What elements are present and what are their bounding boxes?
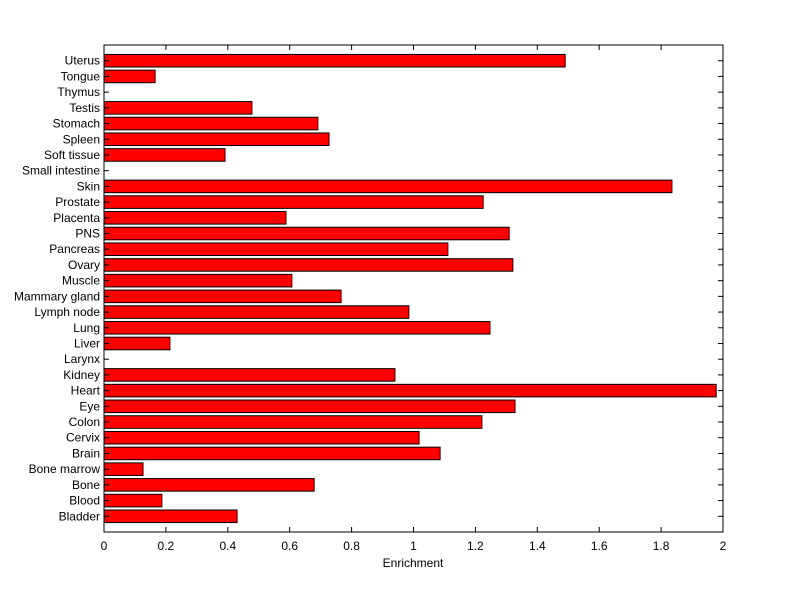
x-tick-label: 0.2 [158, 539, 175, 553]
bar-lymph-node [103, 305, 410, 319]
bar-spleen [103, 132, 330, 147]
y-tick-label: Bone [72, 478, 100, 492]
bar-brain [103, 446, 441, 461]
y-tick-label: Ovary [68, 258, 100, 272]
x-tick-label: 1.2 [467, 539, 484, 553]
bar-bladder [103, 509, 238, 524]
bar-kidney [103, 368, 396, 382]
bar-testis [103, 101, 253, 115]
x-tick-label: 0 [101, 539, 108, 553]
y-tick-label: Larynx [64, 352, 100, 366]
x-tick-label: 2 [720, 539, 727, 553]
y-tick-label: Blood [69, 494, 100, 508]
y-tick-label: Eye [79, 399, 100, 413]
bar-bone-marrow [103, 462, 144, 476]
bar-skin [103, 179, 673, 194]
bar-pancreas [103, 242, 449, 257]
bar-soft-tissue [103, 148, 226, 162]
x-tick-label: 0.4 [219, 539, 236, 553]
y-tick-label: Thymus [57, 85, 100, 99]
bar-placenta [103, 211, 287, 225]
y-tick-label: Muscle [62, 274, 100, 288]
y-tick-label: Bladder [59, 509, 100, 523]
y-tick-label: PNS [75, 227, 100, 241]
y-tick-label: Small intestine [22, 164, 100, 178]
bar-colon [103, 415, 483, 429]
bar-stomach [103, 116, 319, 131]
y-tick-label: Placenta [53, 211, 100, 225]
y-tick-label: Heart [71, 384, 101, 398]
x-axis-label: Enrichment [383, 556, 444, 570]
y-tick-label: Colon [69, 415, 100, 429]
bar-heart [103, 383, 717, 398]
x-tick-label: 1.6 [591, 539, 608, 553]
y-tick-label: Pancreas [49, 242, 100, 256]
y-tick-label: Mammary gland [14, 289, 100, 303]
y-tick-label: Liver [74, 336, 100, 350]
x-tick-label: 1.8 [653, 539, 670, 553]
y-tick-label: Tongue [61, 69, 101, 83]
bar-bone [103, 478, 315, 492]
y-tick-label: Lymph node [34, 305, 100, 319]
bar-blood [103, 493, 163, 508]
y-tick-label: Prostate [55, 195, 100, 209]
y-tick-label: Stomach [53, 117, 100, 131]
x-tick-label: 1 [410, 539, 417, 553]
y-tick-label: Uterus [65, 54, 100, 68]
bar-uterus [103, 53, 566, 68]
bar-liver [103, 336, 171, 351]
y-tick-label: Skin [77, 179, 100, 193]
y-tick-label: Kidney [63, 368, 100, 382]
x-tick-label: 1.4 [529, 539, 546, 553]
y-tick-label: Testis [69, 101, 100, 115]
bar-pns [103, 226, 510, 241]
bar-muscle [103, 273, 293, 288]
y-tick-label: Spleen [63, 132, 100, 146]
bar-prostate [103, 195, 484, 209]
bar-cervix [103, 430, 420, 445]
bar-mammary-gland [103, 289, 342, 304]
bar-tongue [103, 69, 156, 84]
x-tick-label: 0.8 [343, 539, 360, 553]
bar-ovary [103, 258, 514, 272]
x-tick-label: 0.6 [281, 539, 298, 553]
y-tick-label: Bone marrow [29, 462, 101, 476]
y-tick-label: Brain [72, 446, 100, 460]
y-tick-label: Soft tissue [44, 148, 100, 162]
y-tick-label: Cervix [66, 431, 100, 445]
bar-eye [103, 399, 516, 414]
y-tick-label: Lung [73, 321, 100, 335]
bar-lung [103, 320, 491, 335]
